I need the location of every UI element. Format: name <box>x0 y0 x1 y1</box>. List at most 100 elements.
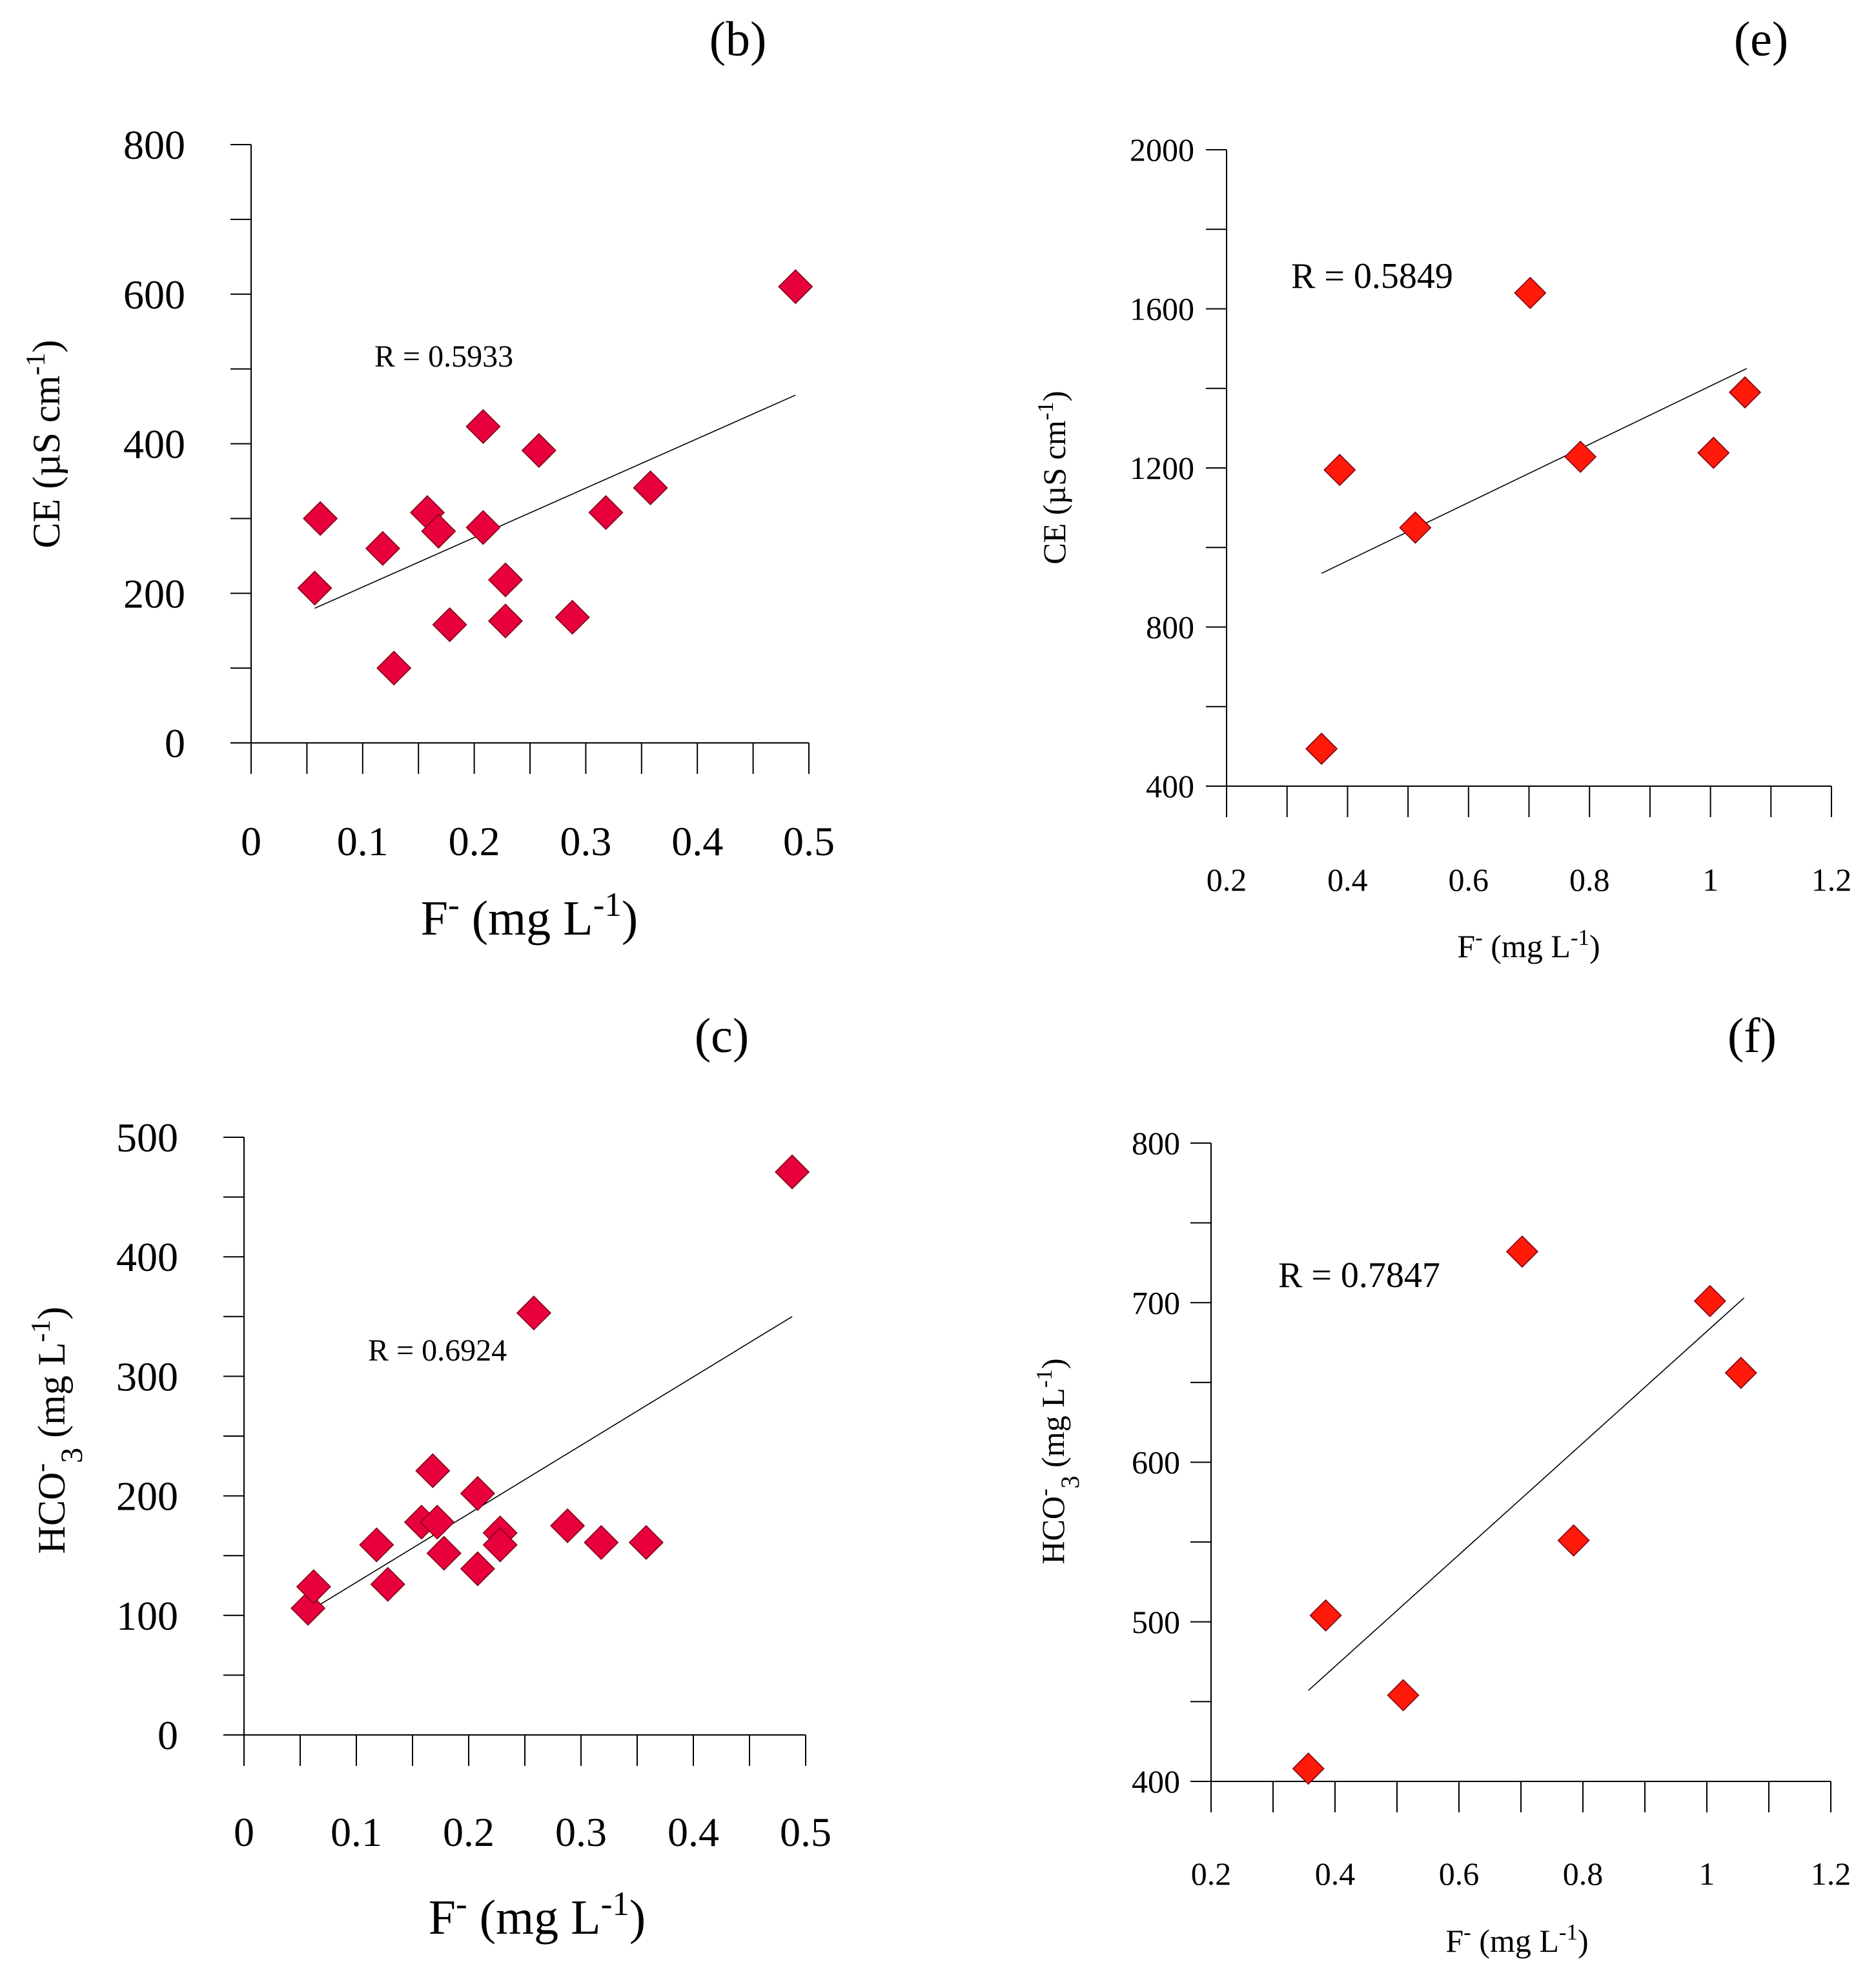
panel-label: (e) <box>1734 12 1788 66</box>
y-tick-label: 300 <box>116 1353 178 1399</box>
chart-panel-f: 400 500 600 700 800 0.2 0.4 0.6 0.8 1 1.2 F- (mg L-… <box>1032 1009 1851 1959</box>
y-tick-label: 800 <box>1146 609 1194 645</box>
data-point <box>550 1508 586 1543</box>
data-point <box>628 1525 664 1560</box>
y-tick-label: 2000 <box>1130 132 1194 168</box>
data-point <box>1724 1356 1757 1390</box>
x-tick-label: 0.6 <box>1449 862 1489 898</box>
trend-line <box>1308 1297 1745 1691</box>
x-tick-label: 0.2 <box>449 818 500 864</box>
data-point <box>521 432 556 468</box>
x-tick-label: 0.1 <box>337 818 389 864</box>
x-tick-label: 0.3 <box>555 1809 607 1855</box>
x-tick-label: 0.8 <box>1563 1856 1604 1892</box>
x-tick-label: 1 <box>1699 1856 1715 1892</box>
data-point <box>1564 440 1597 473</box>
y-tick-label: 200 <box>116 1474 178 1519</box>
data-point <box>487 603 524 639</box>
data-point <box>465 409 501 444</box>
x-tick-label: 0.1 <box>331 1809 382 1855</box>
x-tick-label: 0.4 <box>671 818 723 864</box>
data-point <box>1305 733 1338 765</box>
x-axis-title: F- (mg L-1) <box>1457 925 1600 965</box>
y-tick-label: 400 <box>1146 768 1194 804</box>
chart-panel-c: 0 100 200 300 400 500 0 0.1 0.2 0.3 0.4 0.5 F- (mg L… <box>26 1009 831 1945</box>
data-point <box>588 495 624 531</box>
data-point <box>487 562 524 598</box>
data-point <box>1697 436 1730 469</box>
data-point <box>296 1569 331 1605</box>
data-point <box>1309 1599 1342 1632</box>
data-point <box>1323 454 1356 487</box>
data-point <box>1728 376 1762 409</box>
y-tick-label: 1600 <box>1130 291 1194 327</box>
data-point <box>1292 1752 1325 1785</box>
y-tick-label: 100 <box>116 1593 178 1639</box>
data-point <box>415 1453 451 1488</box>
data-point <box>555 600 590 635</box>
x-tick-label: 0.5 <box>783 818 835 864</box>
data-point <box>1557 1524 1590 1557</box>
y-axis-title: CE (µS cm-1) <box>1033 390 1073 564</box>
x-tick-label: 0.6 <box>1439 1856 1480 1892</box>
correlation-annotation: R = 0.6924 <box>368 1333 507 1368</box>
data-point <box>1505 1235 1538 1268</box>
y-tick-label: 400 <box>1132 1763 1180 1799</box>
x-tick-label: 0.2 <box>1207 862 1247 898</box>
data-point <box>584 1525 619 1560</box>
chart-panel-e: 400 800 1200 1600 2000 0.2 0.4 0.6 0.8 1 1.2 F- (mg… <box>1033 12 1852 964</box>
data-point <box>426 1535 462 1571</box>
data-point <box>365 531 400 566</box>
x-tick-label: 1.2 <box>1811 1856 1851 1892</box>
data-point <box>775 1154 810 1190</box>
data-point <box>303 501 338 536</box>
x-tick-label: 0.4 <box>1327 862 1368 898</box>
y-tick-label: 800 <box>123 122 185 168</box>
correlation-annotation: R = 0.7847 <box>1278 1255 1440 1295</box>
x-axis-title: F- (mg L-1) <box>1445 1920 1588 1960</box>
x-tick-label: 0 <box>241 818 261 864</box>
data-point <box>460 1475 495 1511</box>
y-tick-label: 600 <box>123 272 185 318</box>
data-point <box>482 1527 518 1563</box>
data-point <box>432 607 467 642</box>
y-tick-label: 200 <box>123 571 185 616</box>
data-point <box>460 1551 495 1586</box>
correlation-annotation: R = 0.5849 <box>1291 256 1453 296</box>
data-point <box>421 514 456 549</box>
x-axis-title: F- (mg L-1) <box>421 886 638 946</box>
x-tick-label: 0.5 <box>780 1809 831 1855</box>
y-tick-label: 700 <box>1132 1284 1180 1321</box>
y-tick-label: 500 <box>1132 1604 1180 1640</box>
y-tick-label: 800 <box>1132 1125 1180 1161</box>
y-tick-label: 600 <box>1132 1444 1180 1481</box>
data-point <box>778 269 813 305</box>
data-point <box>297 571 332 606</box>
y-tick-label: 0 <box>158 1712 178 1758</box>
data-point <box>1387 1679 1420 1712</box>
y-tick-label: 400 <box>123 421 185 467</box>
data-point <box>370 1566 405 1602</box>
x-tick-label: 0.2 <box>1191 1856 1232 1892</box>
data-point <box>1693 1284 1726 1317</box>
x-tick-label: 0.8 <box>1569 862 1610 898</box>
data-point <box>420 1505 455 1540</box>
y-tick-label: 1200 <box>1130 450 1194 486</box>
data-point <box>633 470 668 505</box>
x-tick-label: 0 <box>234 1809 254 1855</box>
data-point <box>1399 511 1432 544</box>
x-tick-label: 0.2 <box>443 1809 494 1855</box>
trend-line <box>307 1316 793 1612</box>
y-axis-title: CE (µS cm-1) <box>21 340 68 549</box>
x-tick-label: 1 <box>1702 862 1718 898</box>
x-tick-label: 0.3 <box>560 818 611 864</box>
data-point <box>465 510 501 545</box>
x-tick-label: 1.2 <box>1811 862 1852 898</box>
data-point <box>1514 276 1547 309</box>
trend-line <box>1321 368 1748 574</box>
chart-panel-b: 0 200 400 600 800 0 0.1 0.2 0.3 0.4 0.5 F- (mg L-1)… <box>21 12 835 946</box>
data-point <box>516 1295 551 1331</box>
correlation-annotation: R = 0.5933 <box>374 339 513 374</box>
y-axis-title: HCO-3 (mg L-1) <box>1032 1358 1085 1564</box>
